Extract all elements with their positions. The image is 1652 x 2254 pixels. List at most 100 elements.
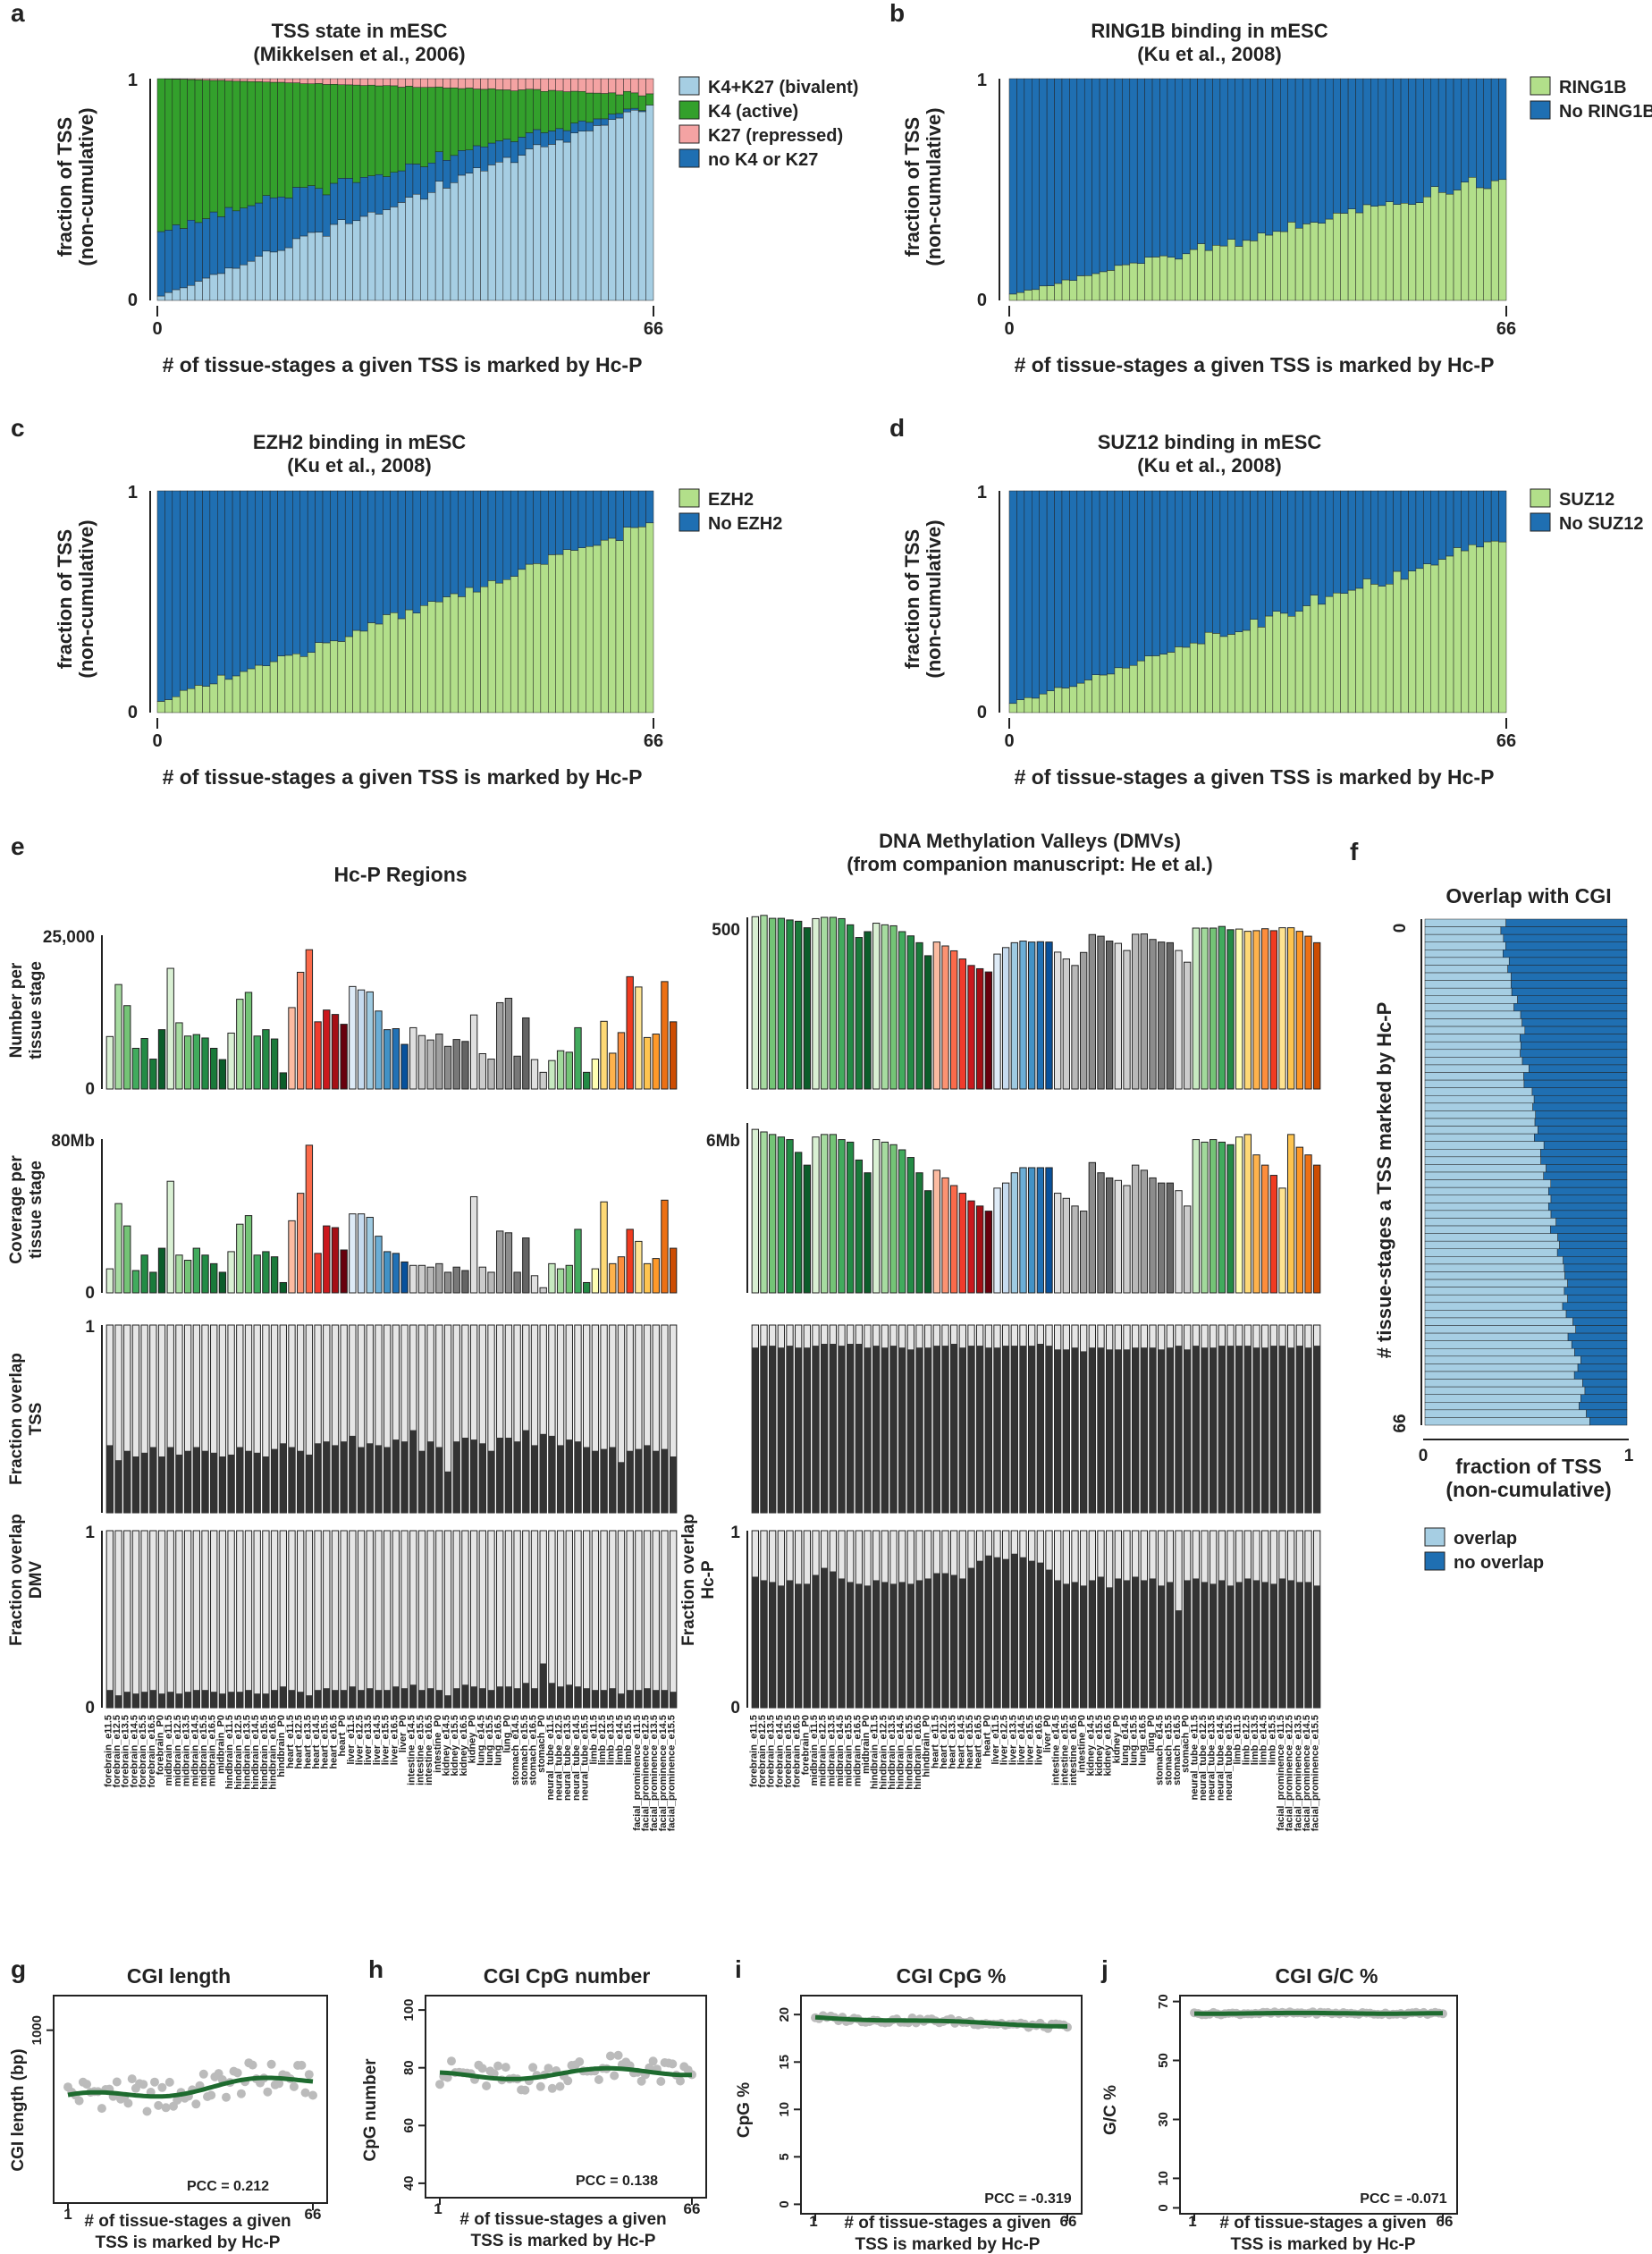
e-left-number-bar-6 <box>157 1029 166 1090</box>
e-left-dmv-bar-24 <box>314 1690 322 1708</box>
bar-no-ezh2-24 <box>337 490 346 642</box>
e-left-coverage-bar-50 <box>539 1287 547 1294</box>
bar-no-ezh2-63 <box>630 490 639 528</box>
e-right-hcp-bar-22 <box>941 1573 949 1708</box>
sample-label-right-27: heart_P0 <box>982 1715 992 1756</box>
sample-label-right-31: liver_e14.5 <box>1016 1715 1027 1765</box>
bar-no-suz12-11 <box>1092 490 1100 675</box>
bar-overlap-63 <box>1424 1402 1580 1411</box>
e-left-dmv-bg-54 <box>574 1530 582 1709</box>
panel-d-legend: SUZ12 No SUZ12 <box>1530 488 1643 534</box>
bar-suz12-44 <box>1340 593 1349 713</box>
e-right-coverage-bar-13 <box>864 1172 872 1294</box>
bar-ring1b-64 <box>1490 180 1499 301</box>
sample-label-left-41: kidney_e16.5 <box>459 1715 469 1777</box>
e-right-tss-bar-20 <box>924 1347 931 1513</box>
bar-k4-k27-bivalent--52 <box>548 144 556 301</box>
e-right-number-bar-51 <box>1192 927 1201 1090</box>
e-right-number-bar-57 <box>1243 931 1252 1090</box>
e-right-tss-bar-32 <box>1028 1346 1035 1513</box>
bar-k27-repressed--45 <box>495 78 504 90</box>
e-right-coverage-bar-45 <box>1140 1169 1149 1294</box>
bar-k27-repressed--41 <box>465 78 474 89</box>
bar-ring1b-60 <box>1461 182 1470 301</box>
bar-no-overlap-65 <box>1589 1417 1628 1426</box>
chart-g-point-27 <box>161 2103 171 2113</box>
bar-no-ring1b-3 <box>1032 78 1040 291</box>
bar-suz12-17 <box>1136 660 1145 713</box>
bar-no-ezh2-55 <box>570 490 579 551</box>
e-right-hcp-bar-6 <box>804 1583 811 1708</box>
panel-b-xtick-66: 66 <box>1496 319 1516 339</box>
e-right-tss-bar-37 <box>1071 1347 1079 1513</box>
panel-i-xtick-1: 1 <box>809 2213 817 2230</box>
e-left-coverage-bar-21 <box>288 1220 296 1294</box>
e-left-dmv-bar-11 <box>201 1690 209 1708</box>
e-left-dmv-bar-31 <box>375 1690 383 1708</box>
e-right-number-bar-19 <box>915 941 923 1090</box>
panel-e-left-number-tick: 25,000 <box>43 928 95 947</box>
e-left-tss-bar-18 <box>262 1456 270 1513</box>
e-right-hcp-bar-64 <box>1304 1582 1312 1708</box>
bar-ring1b-62 <box>1476 187 1484 301</box>
bar-no-ring1b-49 <box>1378 78 1386 207</box>
e-left-dmv-bar-32 <box>384 1690 391 1708</box>
bar-k4-k27-bivalent--36 <box>427 192 436 301</box>
e-left-dmv-bar-29 <box>358 1690 365 1708</box>
bar-suz12-53 <box>1408 570 1417 713</box>
e-right-tss-bar-7 <box>812 1346 820 1513</box>
bar-k4-active--61 <box>615 94 624 114</box>
bar-no-suz12-58 <box>1446 490 1454 557</box>
e-right-coverage-bar-65 <box>1312 1164 1321 1294</box>
bar-no-ezh2-6 <box>202 490 211 687</box>
bar-ezh2-36 <box>427 601 436 713</box>
chart-h-point-32 <box>555 2081 565 2091</box>
bar-no-suz12-9 <box>1076 490 1085 684</box>
sample-label-right-62: facial_prominence_e12.5 <box>1285 1715 1295 1831</box>
panel-c: c EZH2 binding in mESC (Ku et al., 2008)… <box>11 414 782 789</box>
e-right-coverage-bar-59 <box>1260 1164 1269 1294</box>
e-right-hcp-bar-13 <box>864 1585 872 1708</box>
bar-k4-active--31 <box>390 85 399 173</box>
panel-f-ytick-66: 66 <box>1391 1414 1410 1432</box>
bar-no-ezh2-60 <box>608 490 617 539</box>
e-left-coverage-bar-44 <box>487 1271 495 1294</box>
e-right-number-bar-3 <box>777 917 786 1090</box>
chart-g-point-21 <box>139 2080 148 2089</box>
chart-g-point-61 <box>289 2081 299 2091</box>
e-left-dmv-bar-50 <box>540 1663 547 1708</box>
e-right-coverage-bar-33 <box>1036 1167 1045 1294</box>
panel-j-xlabel-1: # of tissue-stages a given <box>1219 2214 1426 2233</box>
bar-overlap-46 <box>1424 1271 1565 1280</box>
e-left-number-bar-34 <box>400 1043 409 1090</box>
panel-j-title: CGI G/C % <box>1275 1964 1378 1988</box>
panel-e-row3-label-1: Fraction overlap <box>7 1353 26 1485</box>
sample-label-right-48: stomach_e15.5 <box>1163 1715 1174 1785</box>
bar-no-overlap-47 <box>1567 1279 1628 1287</box>
sample-label-right-29: liver_e12.5 <box>999 1715 1010 1765</box>
bar-no-suz12-41 <box>1318 490 1327 605</box>
bar-no-ezh2-44 <box>487 490 496 581</box>
e-left-tss-bar-49 <box>531 1445 538 1513</box>
e-right-number-bar-8 <box>820 916 829 1090</box>
bar-no-ring1b-60 <box>1461 78 1470 182</box>
e-right-coverage-bar-26 <box>975 1205 984 1294</box>
bar-k4-k27-bivalent--39 <box>450 182 459 301</box>
e-left-tss-bar-23 <box>306 1454 313 1513</box>
e-right-coverage-bar-25 <box>967 1200 975 1294</box>
e-right-number-bar-62 <box>1286 927 1295 1090</box>
bar-overlap-13 <box>1424 1018 1522 1027</box>
chart-g-frame <box>53 1995 328 2204</box>
panel-letter-f: f <box>1350 838 1359 865</box>
e-right-coverage-bar-64 <box>1304 1154 1312 1294</box>
e-right-hcp-bar-36 <box>1063 1583 1070 1708</box>
legend-swatch-no-overlap <box>1424 1551 1446 1571</box>
bar-suz12-11 <box>1092 674 1100 713</box>
bar-no-ezh2-31 <box>390 490 399 613</box>
panel-c-xtick-66: 66 <box>644 731 663 751</box>
e-left-tss-bar-29 <box>358 1447 365 1513</box>
bar-no-ezh2-17 <box>284 490 293 656</box>
e-left-dmv-bar-54 <box>574 1686 582 1708</box>
legend-label-no-ring1b: No RING1B <box>1559 102 1652 122</box>
